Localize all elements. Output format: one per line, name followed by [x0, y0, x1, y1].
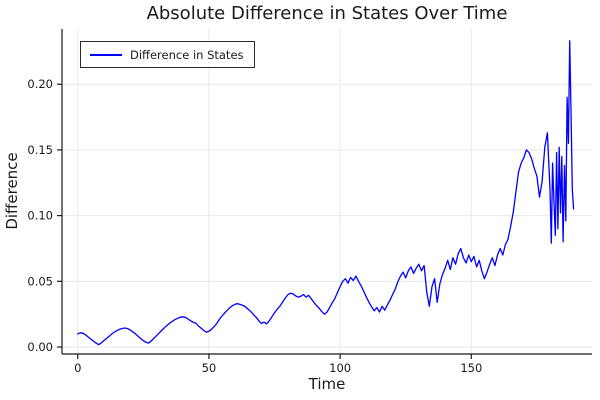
y-tick-label: 0.05 [27, 274, 53, 288]
x-axis-label: Time [308, 375, 346, 393]
legend-label: Difference in States [130, 47, 244, 62]
series-line [77, 40, 575, 346]
x-tick-label: 150 [460, 361, 482, 375]
chart-title: Absolute Difference in States Over Time [146, 3, 508, 24]
y-tick-label: 0.15 [27, 143, 53, 157]
legend-line-sample [90, 53, 122, 56]
x-tick-label: 0 [74, 361, 81, 375]
x-tick-label: 100 [329, 361, 351, 375]
y-tick-label: 0.00 [27, 340, 53, 354]
y-tick-label: 0.20 [27, 77, 53, 91]
x-tick-label: 50 [202, 361, 217, 375]
legend: Difference in States [80, 41, 255, 68]
y-axis-label: Difference [3, 152, 21, 230]
y-tick-label: 0.10 [27, 209, 53, 223]
